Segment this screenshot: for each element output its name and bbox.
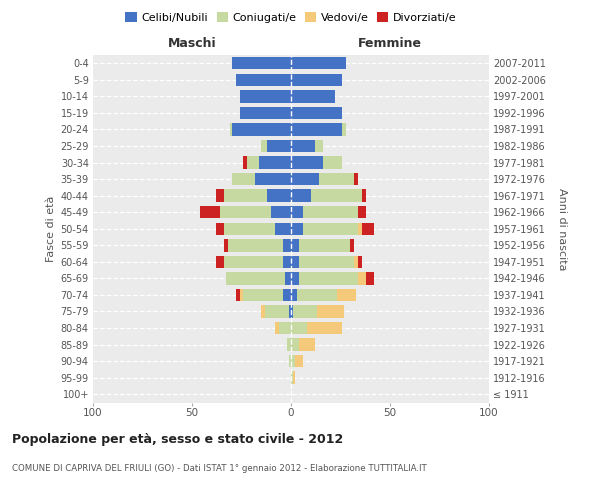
Bar xyxy=(200,206,220,218)
Bar xyxy=(291,355,295,368)
Bar xyxy=(287,338,291,351)
Bar xyxy=(362,222,374,235)
Bar xyxy=(283,239,291,252)
Bar xyxy=(319,173,355,186)
Bar xyxy=(262,140,267,152)
Bar xyxy=(275,222,291,235)
Bar xyxy=(289,355,291,368)
Bar xyxy=(291,222,303,235)
Bar xyxy=(267,190,291,202)
Bar xyxy=(291,322,307,334)
Bar xyxy=(355,173,358,186)
Bar xyxy=(279,322,291,334)
Text: Maschi: Maschi xyxy=(167,37,217,50)
Bar xyxy=(224,239,227,252)
Bar xyxy=(343,124,346,136)
Legend: Celibi/Nubili, Coniugati/e, Vedovi/e, Divorziati/e: Celibi/Nubili, Coniugati/e, Vedovi/e, Di… xyxy=(121,8,461,28)
Bar xyxy=(230,124,232,136)
Bar xyxy=(291,190,311,202)
Bar xyxy=(267,140,291,152)
Bar xyxy=(299,239,350,252)
Bar xyxy=(275,322,279,334)
Bar xyxy=(291,156,323,169)
Bar xyxy=(291,124,343,136)
Bar xyxy=(358,222,362,235)
Bar xyxy=(291,206,303,218)
Text: Popolazione per età, sesso e stato civile - 2012: Popolazione per età, sesso e stato civil… xyxy=(12,432,343,446)
Bar xyxy=(299,338,315,351)
Bar xyxy=(216,256,224,268)
Bar xyxy=(256,173,291,186)
Bar xyxy=(358,272,366,284)
Bar xyxy=(291,140,315,152)
Bar xyxy=(323,156,343,169)
Bar xyxy=(291,306,293,318)
Bar xyxy=(362,190,366,202)
Bar xyxy=(236,288,239,301)
Text: Femmine: Femmine xyxy=(358,37,422,50)
Bar xyxy=(291,239,299,252)
Y-axis label: Fasce di età: Fasce di età xyxy=(46,196,56,262)
Bar xyxy=(224,222,275,235)
Y-axis label: Anni di nascita: Anni di nascita xyxy=(557,188,567,270)
Bar xyxy=(236,74,291,86)
Bar xyxy=(216,190,224,202)
Bar xyxy=(337,288,356,301)
Bar xyxy=(239,106,291,119)
Bar xyxy=(239,90,291,102)
Bar xyxy=(291,288,297,301)
Bar xyxy=(259,156,291,169)
Bar xyxy=(232,57,291,70)
Bar xyxy=(265,306,289,318)
Bar xyxy=(291,173,319,186)
Bar xyxy=(283,256,291,268)
Bar xyxy=(262,306,265,318)
Bar xyxy=(291,57,346,70)
Bar xyxy=(224,190,267,202)
Bar xyxy=(303,206,358,218)
Bar xyxy=(244,288,283,301)
Bar xyxy=(303,222,358,235)
Bar xyxy=(283,288,291,301)
Bar xyxy=(315,140,323,152)
Bar xyxy=(291,272,299,284)
Bar xyxy=(317,306,344,318)
Bar xyxy=(299,272,358,284)
Bar xyxy=(355,256,358,268)
Bar xyxy=(293,372,295,384)
Bar xyxy=(299,256,355,268)
Bar xyxy=(291,372,293,384)
Bar xyxy=(291,90,335,102)
Bar xyxy=(297,288,337,301)
Text: COMUNE DI CAPRIVA DEL FRIULI (GO) - Dati ISTAT 1° gennaio 2012 - Elaborazione TU: COMUNE DI CAPRIVA DEL FRIULI (GO) - Dati… xyxy=(12,464,427,473)
Bar xyxy=(293,306,317,318)
Bar xyxy=(291,106,343,119)
Bar xyxy=(226,272,285,284)
Bar xyxy=(271,206,291,218)
Bar xyxy=(366,272,374,284)
Bar xyxy=(239,288,244,301)
Bar xyxy=(285,272,291,284)
Bar xyxy=(291,256,299,268)
Bar xyxy=(232,124,291,136)
Bar xyxy=(291,74,343,86)
Bar xyxy=(311,190,362,202)
Bar xyxy=(358,256,362,268)
Bar xyxy=(291,338,299,351)
Bar xyxy=(227,239,283,252)
Bar xyxy=(289,306,291,318)
Bar xyxy=(216,222,224,235)
Bar xyxy=(244,156,247,169)
Bar xyxy=(358,206,366,218)
Bar xyxy=(307,322,343,334)
Bar xyxy=(350,239,355,252)
Bar xyxy=(232,173,256,186)
Bar xyxy=(224,256,283,268)
Bar xyxy=(220,206,271,218)
Bar xyxy=(295,355,303,368)
Bar xyxy=(247,156,259,169)
